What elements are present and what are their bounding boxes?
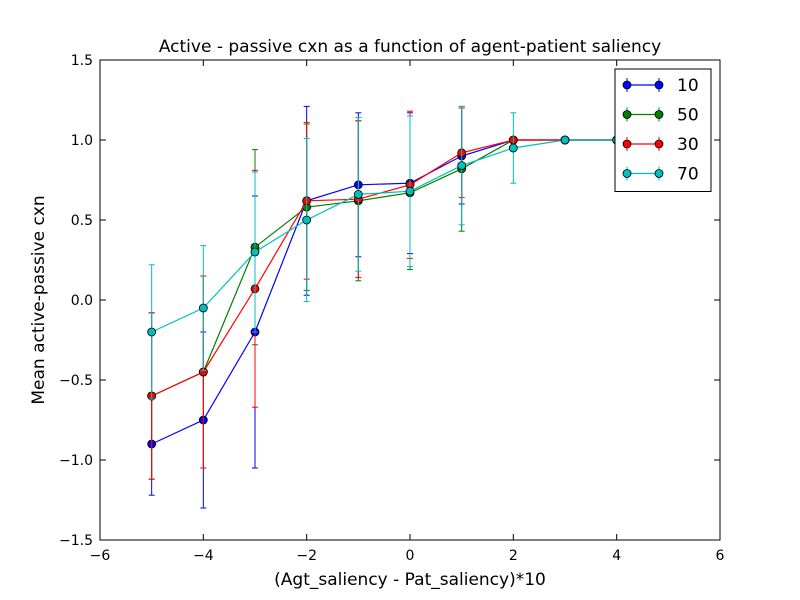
x-tick-label: −6 <box>90 548 111 564</box>
data-point <box>508 143 518 153</box>
chart-title: Active - passive cxn as a function of ag… <box>159 37 661 57</box>
y-tick-label: −1.5 <box>59 533 93 549</box>
data-point <box>560 135 570 145</box>
data-point <box>198 303 208 313</box>
data-point <box>353 189 363 199</box>
legend-marker <box>654 139 664 149</box>
legend-marker <box>622 169 632 178</box>
legend-label: 50 <box>677 106 699 126</box>
x-tick-label: 4 <box>612 548 621 564</box>
series-line <box>151 139 617 333</box>
legend-entry-50: 50 <box>622 106 699 126</box>
legend: 10 50 30 70 <box>614 68 712 192</box>
x-tick-label: −2 <box>296 548 317 564</box>
x-tick-label: −4 <box>193 548 214 564</box>
legend-marker <box>622 110 632 119</box>
x-tick-label: 2 <box>509 548 518 564</box>
x-tick-label: 0 <box>406 548 415 564</box>
legend-marker <box>622 139 632 149</box>
plot-area <box>147 105 622 509</box>
legend-label: 10 <box>677 76 699 96</box>
data-point <box>147 327 157 337</box>
y-tick-label: −1.0 <box>59 453 93 469</box>
y-tick-label: −0.5 <box>59 373 93 389</box>
data-point <box>457 161 467 171</box>
series-70 <box>147 105 622 400</box>
axis-ticks: −6 −4 −2 0 2 4 6 −1.5 −1.0 −0.5 0.0 0.5 1.0 1.5 <box>59 53 725 564</box>
legend-entry-10: 10 <box>622 76 699 96</box>
legend-entry-30: 30 <box>622 135 699 155</box>
legend-label: 70 <box>677 165 699 185</box>
x-axis-label: (Agt_saliency - Pat_saliency)*10 <box>274 570 546 590</box>
y-tick-label: 0.0 <box>71 293 93 309</box>
x-tick-label: 6 <box>716 548 725 564</box>
data-point <box>405 186 415 196</box>
legend-label: 30 <box>677 135 699 155</box>
y-tick-label: 1.5 <box>71 53 93 69</box>
legend-marker <box>654 80 664 90</box>
y-tick-label: 0.5 <box>71 213 93 229</box>
legend-box <box>614 68 712 192</box>
data-point <box>250 247 260 257</box>
data-point <box>302 215 312 225</box>
series-line <box>151 139 617 397</box>
y-axis-label: Mean active-passive cxn <box>29 195 49 404</box>
legend-marker <box>622 80 632 90</box>
legend-marker <box>654 110 664 119</box>
y-tick-label: 1.0 <box>71 133 93 149</box>
legend-entry-70: 70 <box>622 165 699 185</box>
legend-marker <box>654 169 664 178</box>
